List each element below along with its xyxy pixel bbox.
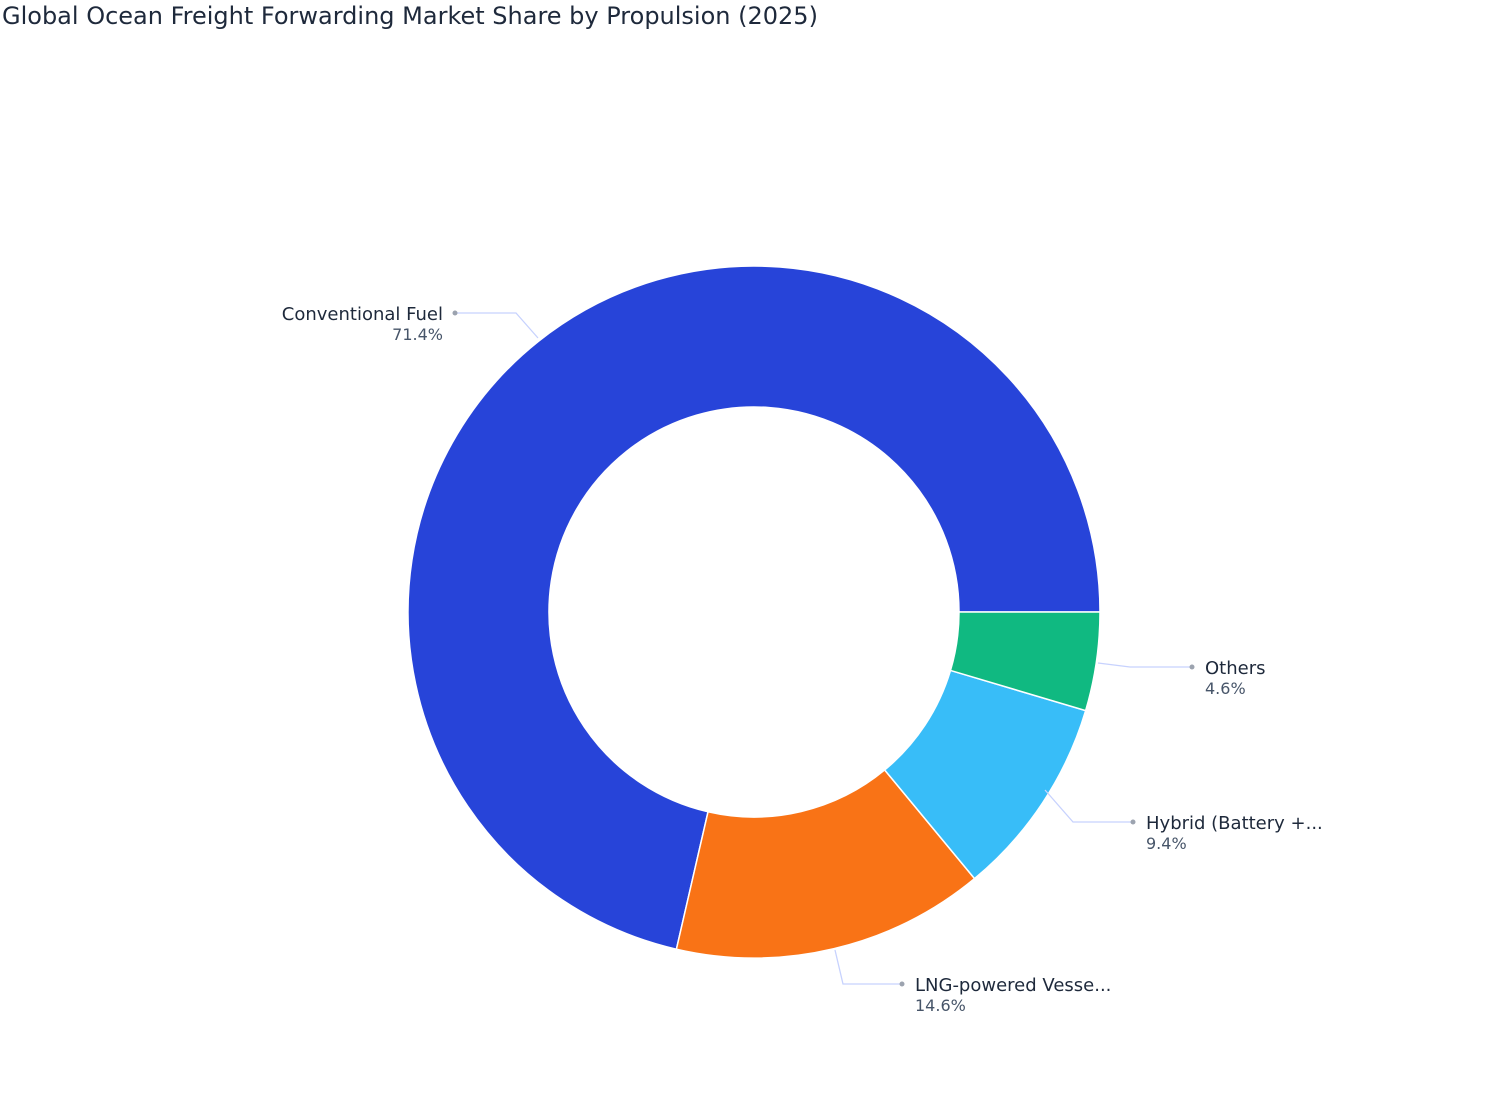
slice-label: Others [1205,658,1266,679]
leader-dot [1130,819,1136,825]
leader-line [834,949,902,985]
leader-dot [452,310,458,316]
slice-value-label: 4.6% [1205,679,1246,698]
leader-dot [1189,664,1195,670]
slice-value-label: 71.4% [392,325,443,344]
chart-title: Global Ocean Freight Forwarding Market S… [2,2,818,30]
slice-label: Hybrid (Battery +... [1146,813,1323,834]
slice-others[interactable] [949,611,1101,712]
leader-line [1044,789,1133,823]
slice-value-label: 9.4% [1146,834,1187,853]
leader-line [1097,662,1192,668]
leader-dot [899,981,905,987]
slice-label: Conventional Fuel [282,304,443,325]
slice-lng-powered-vessels[interactable] [675,768,976,959]
slice-value-label: 14.6% [915,996,966,1015]
leader-line [455,312,539,339]
slice-conventional-fuel[interactable] [407,265,1101,951]
slice-label: LNG-powered Vesse... [915,975,1111,996]
